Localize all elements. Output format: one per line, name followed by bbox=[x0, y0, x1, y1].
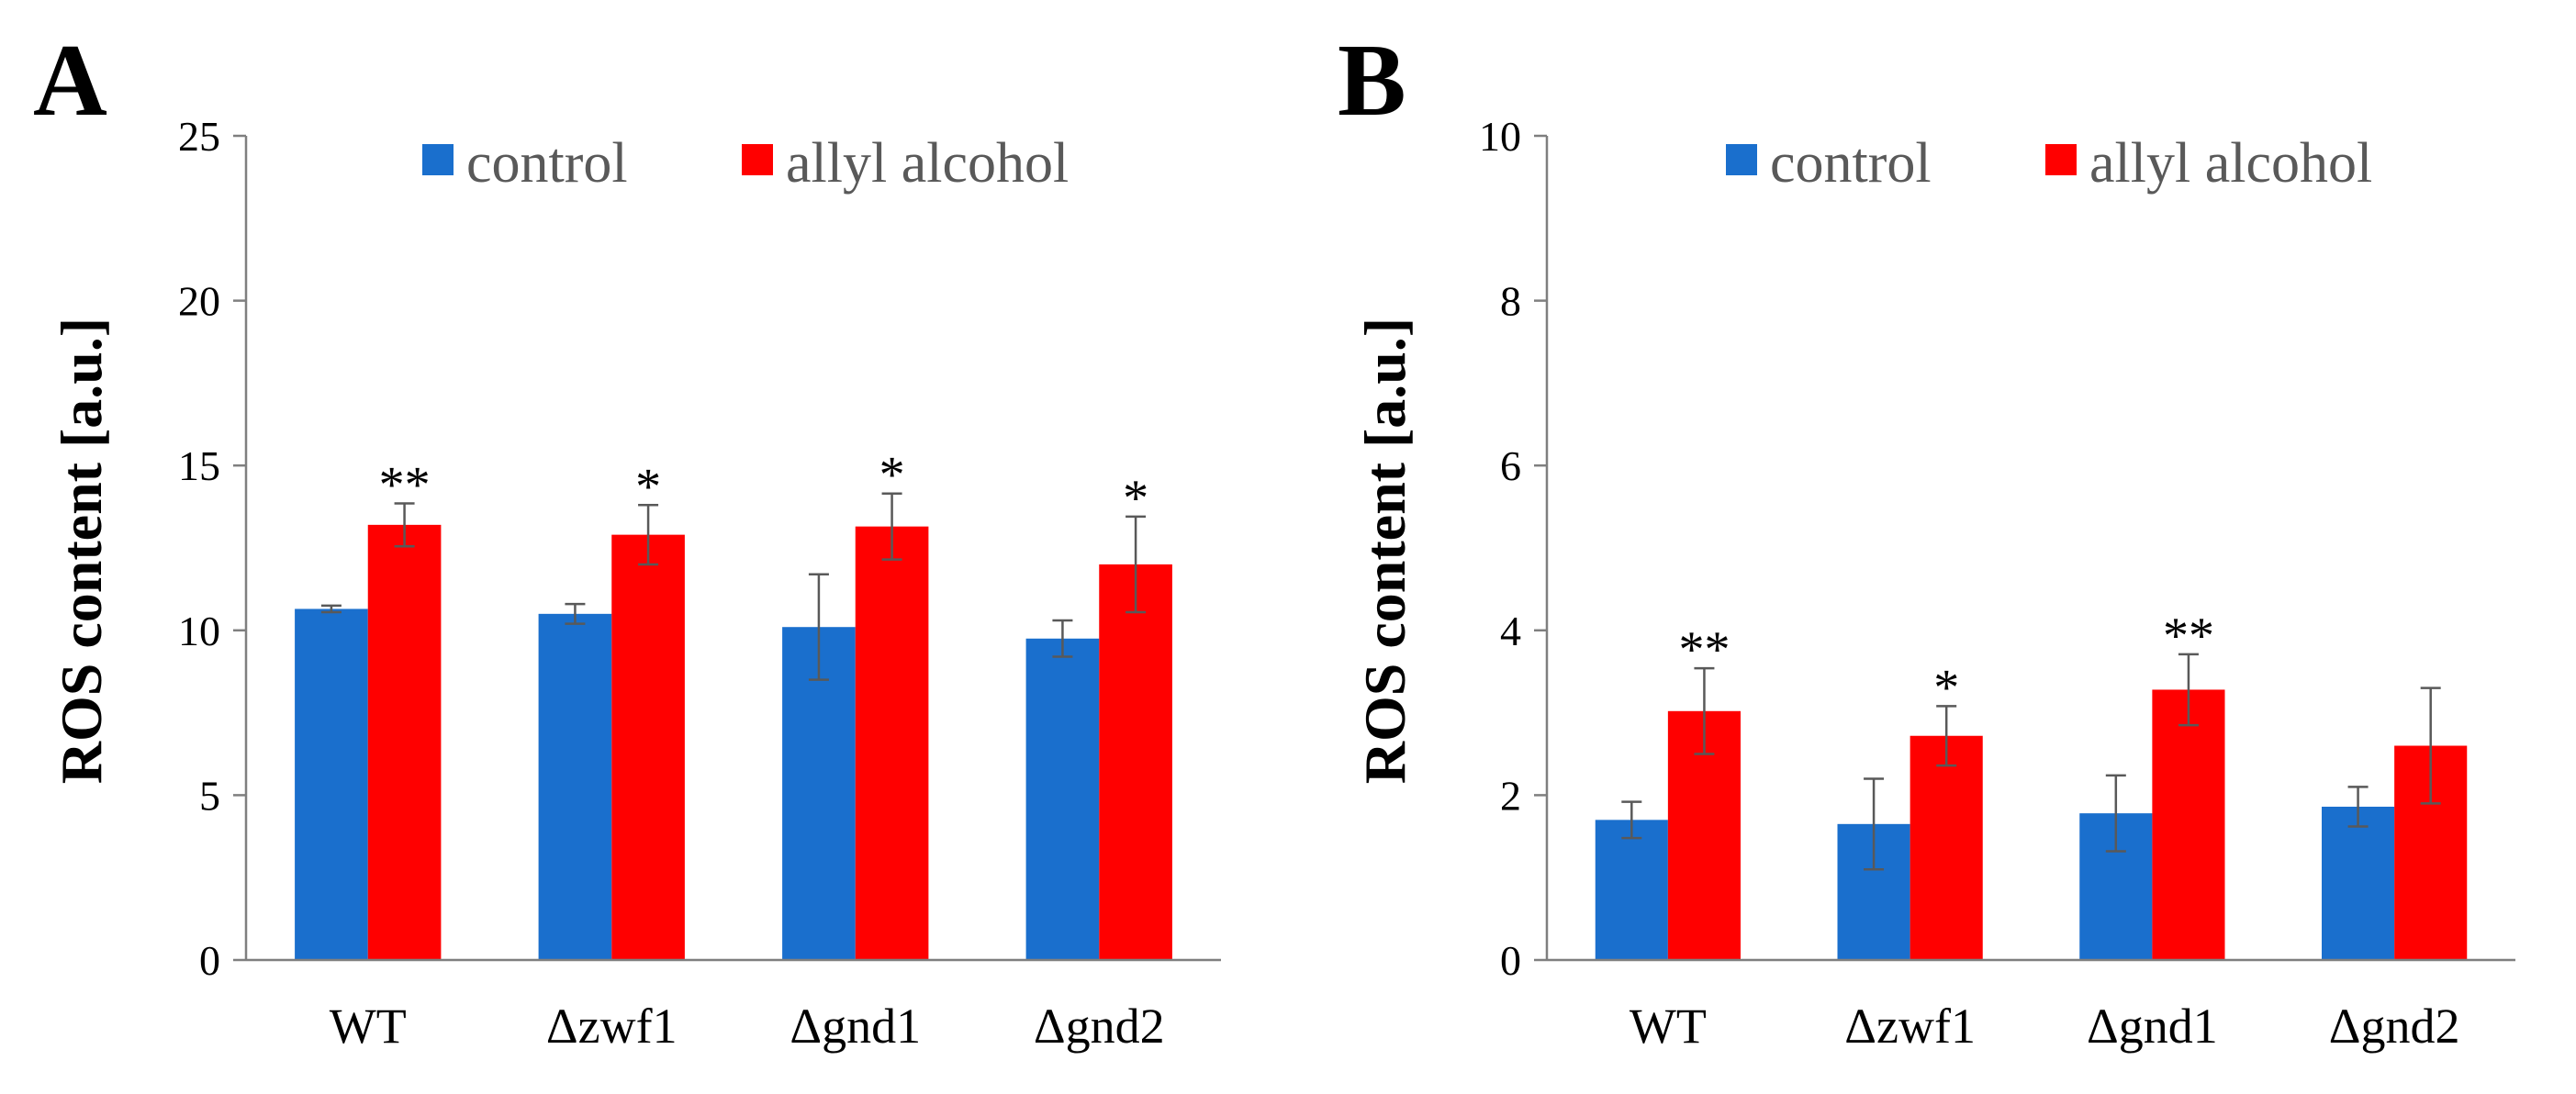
panel-b-legend-label-allyl-alcohol: allyl alcohol bbox=[2089, 132, 2372, 195]
panel-b-delta-zwf1-allyl-alcohol-bar bbox=[1910, 735, 1983, 960]
panel-a-x-tick-label-wt: WT bbox=[330, 999, 407, 1054]
panel-a-y-ticks: 0 5 10 15 20 25 bbox=[178, 113, 248, 984]
panel-a-delta-gnd2-allyl-alcohol-significance: * bbox=[1123, 470, 1148, 527]
panel-b-y-tick-label: 10 bbox=[1479, 113, 1521, 160]
panel-a-significance-marks: ** * * * bbox=[379, 447, 1148, 527]
panel-b-y-tick-label: 2 bbox=[1500, 772, 1521, 819]
panel-a-legend-swatch-control bbox=[422, 144, 454, 175]
panel-a-x-tick-label-delta-gnd1: Δgnd1 bbox=[790, 999, 921, 1054]
panel-b-legend-label-control: control bbox=[1770, 132, 1932, 195]
panel-b-x-tick-label-wt: WT bbox=[1630, 999, 1707, 1054]
panel-b-delta-gnd1-allyl-alcohol-significance: ** bbox=[2163, 608, 2214, 664]
panel-a-delta-zwf1-allyl-alcohol-bar bbox=[611, 534, 685, 960]
panel-a-delta-zwf1-allyl-alcohol-significance: * bbox=[635, 458, 661, 515]
panel-a-y-tick-label: 10 bbox=[178, 608, 220, 654]
panel-a-y-tick-label: 15 bbox=[178, 442, 220, 489]
panel-a-delta-gnd2-allyl-alcohol-bar bbox=[1099, 564, 1172, 960]
panel-a-wt-control-bar bbox=[295, 608, 368, 960]
panel-a-delta-gnd2-control-bar bbox=[1025, 638, 1100, 960]
panel-a-legend-label-control: control bbox=[466, 132, 628, 195]
panel-b-y-tick-label: 4 bbox=[1500, 608, 1521, 654]
panel-a-delta-gnd1-allyl-alcohol-significance: * bbox=[879, 447, 905, 504]
panel-a-x-tick-label-delta-zwf1: Δzwf1 bbox=[546, 999, 678, 1054]
panel-a-x-tick-label-delta-gnd2: Δgnd2 bbox=[1034, 999, 1165, 1054]
panel-b-legend-swatch-allyl-alcohol bbox=[2045, 144, 2077, 175]
panel-a-legend-swatch-allyl-alcohol bbox=[742, 144, 773, 175]
panel-b-wt-control-bar bbox=[1595, 820, 1668, 960]
panel-a-legend-label-allyl-alcohol: allyl alcohol bbox=[786, 132, 1069, 195]
panel-b-y-tick-label: 8 bbox=[1500, 278, 1521, 325]
panel-b-y-tick-label: 6 bbox=[1500, 442, 1521, 489]
panel-b-y-tick-label: 0 bbox=[1500, 937, 1521, 984]
panel-b-x-axis: WT Δzwf1 Δgnd1 Δgnd2 bbox=[1547, 958, 2515, 1054]
panel-b-x-tick-label-delta-gnd2: Δgnd2 bbox=[2329, 999, 2460, 1054]
panel-a-y-tick-label: 20 bbox=[178, 278, 220, 325]
panel-a-delta-gnd1-allyl-alcohol-bar bbox=[855, 526, 929, 960]
panel-b-y-ticks: 0 2 4 6 8 10 bbox=[1479, 113, 1549, 984]
panel-a-delta-gnd1-control-bar bbox=[782, 627, 856, 960]
panel-b-letter: B bbox=[1338, 24, 1406, 138]
panel-a-x-axis: WT Δzwf1 Δgnd1 Δgnd2 bbox=[246, 958, 1221, 1054]
panel-b-legend: control allyl alcohol bbox=[1726, 132, 2372, 195]
panel-a-legend: control allyl alcohol bbox=[422, 132, 1069, 195]
panel-a-y-tick-label: 25 bbox=[178, 113, 220, 160]
panel-b-wt-allyl-alcohol-significance: ** bbox=[1678, 621, 1730, 678]
panel-a-y-tick-label: 5 bbox=[199, 772, 220, 819]
panel-a-delta-zwf1-control-bar bbox=[538, 613, 612, 960]
panel-b-error-bars bbox=[1621, 653, 2441, 871]
panel-a-y-axis-label: ROS content [a.u.] bbox=[49, 318, 114, 784]
panel-b-significance-marks: ***** bbox=[1678, 608, 2214, 717]
panel-a-error-bars bbox=[320, 492, 1147, 681]
panel-a-letter: A bbox=[33, 24, 107, 138]
panel-a-bars bbox=[295, 524, 1172, 960]
panel-b-y-axis-label: ROS content [a.u.] bbox=[1352, 318, 1417, 784]
panel-b-x-tick-label-delta-zwf1: Δzwf1 bbox=[1844, 999, 1976, 1054]
panel-b-bars bbox=[1595, 689, 2468, 960]
panel-b-delta-gnd2-control-bar bbox=[2322, 806, 2395, 960]
panel-b-delta-gnd1-allyl-alcohol-bar bbox=[2152, 689, 2225, 960]
panel-b-legend-swatch-control bbox=[1726, 144, 1757, 175]
panel-a-y-tick-label: 0 bbox=[199, 937, 220, 984]
panel-a-wt-allyl-alcohol-significance: ** bbox=[379, 457, 431, 514]
panel-b-x-tick-label-delta-gnd1: Δgnd1 bbox=[2087, 999, 2218, 1054]
panel-a-wt-allyl-alcohol-bar bbox=[367, 524, 442, 960]
panel-b-delta-zwf1-allyl-alcohol-significance: * bbox=[1933, 659, 1959, 716]
